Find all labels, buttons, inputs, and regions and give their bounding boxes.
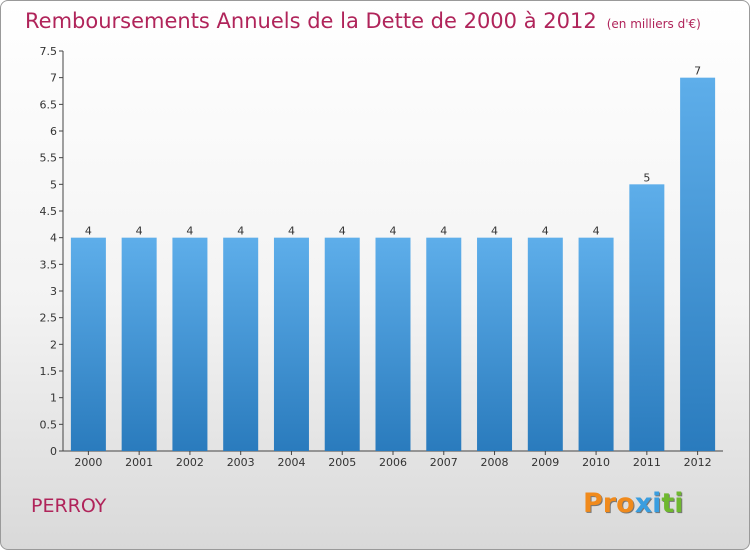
bar-value-label: 4 xyxy=(237,225,244,238)
proxiti-logo: Proxiti xyxy=(583,488,684,519)
x-tick-label: 2006 xyxy=(379,456,407,469)
logo-letter: t xyxy=(661,488,675,519)
y-tick-label: 3 xyxy=(50,285,57,298)
bar-value-label: 4 xyxy=(339,225,346,238)
bar-value-label: 4 xyxy=(288,225,295,238)
bar xyxy=(172,237,208,451)
bar-value-label: 4 xyxy=(542,225,549,238)
y-tick-label: 0.5 xyxy=(40,418,58,431)
x-tick-label: 2000 xyxy=(74,456,102,469)
bar-value-label: 4 xyxy=(136,225,143,238)
bar-value-label: 4 xyxy=(491,225,498,238)
x-tick-label: 2012 xyxy=(684,456,712,469)
y-tick-label: 2.5 xyxy=(40,312,58,325)
x-tick-label: 2005 xyxy=(328,456,356,469)
x-tick-label: 2002 xyxy=(176,456,204,469)
bar-value-label: 4 xyxy=(390,225,397,238)
logo-letter: o xyxy=(616,488,635,519)
bar-value-label: 4 xyxy=(440,225,447,238)
x-tick-label: 2011 xyxy=(633,456,661,469)
bar xyxy=(273,237,309,451)
x-tick-label: 2001 xyxy=(125,456,153,469)
bar xyxy=(527,237,563,451)
y-tick-label: 4.5 xyxy=(40,205,58,218)
commune-name: PERROY xyxy=(31,495,107,517)
bar-value-label: 4 xyxy=(186,225,193,238)
x-tick-label: 2009 xyxy=(531,456,559,469)
chart-title: Remboursements Annuels de la Dette de 20… xyxy=(25,9,701,33)
bar-value-label: 5 xyxy=(643,171,650,184)
x-tick-label: 2007 xyxy=(430,456,458,469)
logo-letter: i xyxy=(652,488,662,519)
x-tick-label: 2003 xyxy=(227,456,255,469)
bar xyxy=(477,237,513,451)
bar xyxy=(324,237,360,451)
bar xyxy=(629,184,665,452)
bar xyxy=(426,237,462,451)
bar xyxy=(680,77,716,452)
bar-value-label: 4 xyxy=(85,225,92,238)
y-tick-label: 5 xyxy=(50,178,57,191)
y-tick-label: 6 xyxy=(50,125,57,138)
y-tick-label: 5.5 xyxy=(40,152,58,165)
x-tick-label: 2010 xyxy=(582,456,610,469)
y-tick-label: 0 xyxy=(50,445,57,458)
y-tick-label: 1 xyxy=(50,392,57,405)
bar xyxy=(375,237,411,451)
x-tick-label: 2004 xyxy=(277,456,305,469)
logo-letter: r xyxy=(602,488,617,519)
logo-letter: P xyxy=(583,488,603,519)
bar-value-label: 7 xyxy=(694,65,701,78)
chart-title-text: Remboursements Annuels de la Dette de 20… xyxy=(25,9,597,33)
bar-value-label: 4 xyxy=(593,225,600,238)
bar xyxy=(121,237,157,451)
y-tick-label: 4 xyxy=(50,232,57,245)
y-tick-label: 7.5 xyxy=(40,45,58,58)
x-tick-label: 2008 xyxy=(481,456,509,469)
y-tick-label: 3.5 xyxy=(40,258,58,271)
bar xyxy=(578,237,614,451)
y-tick-label: 6.5 xyxy=(40,98,58,111)
chart-subtitle: (en milliers d'€) xyxy=(606,17,701,31)
logo-letter: i xyxy=(674,488,684,519)
y-tick-label: 2 xyxy=(50,338,57,351)
logo-letter: x xyxy=(634,488,653,519)
y-tick-label: 1.5 xyxy=(40,365,58,378)
y-tick-label: 7 xyxy=(50,72,57,85)
bar xyxy=(223,237,259,451)
bar xyxy=(70,237,106,451)
